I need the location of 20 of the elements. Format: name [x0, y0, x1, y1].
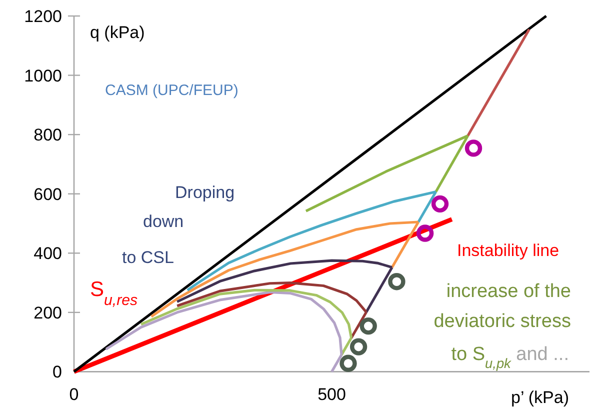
- annotation: to S$_{u,pk}$: [451, 344, 512, 370]
- y-tick-label: 400: [34, 244, 62, 264]
- y-axis-title: q (kPa): [90, 23, 145, 42]
- y-tick-label: 1200: [24, 7, 62, 26]
- annotation: CASM (UPC/FEUP): [105, 82, 238, 99]
- annotation: down: [143, 212, 184, 231]
- y-tick-label: 600: [34, 184, 62, 204]
- y-tick-label: 200: [34, 303, 62, 322]
- y-tick-label: 0: [52, 362, 62, 382]
- x-tick-label: 500: [318, 385, 346, 404]
- annotation: deviatoric stress: [434, 311, 571, 332]
- annotation: and ...: [516, 344, 569, 365]
- y-tick-label: 800: [34, 126, 62, 145]
- annotation: Droping: [175, 183, 235, 202]
- annotation: to CSL: [122, 248, 174, 267]
- annotation: increase of the: [446, 281, 571, 302]
- y-tick-label: 1000: [24, 66, 62, 86]
- annotation: Instability line: [457, 241, 560, 260]
- annotation: S$_{u,res}$: [90, 278, 138, 308]
- x-axis-title: p’ (kPa): [511, 388, 569, 407]
